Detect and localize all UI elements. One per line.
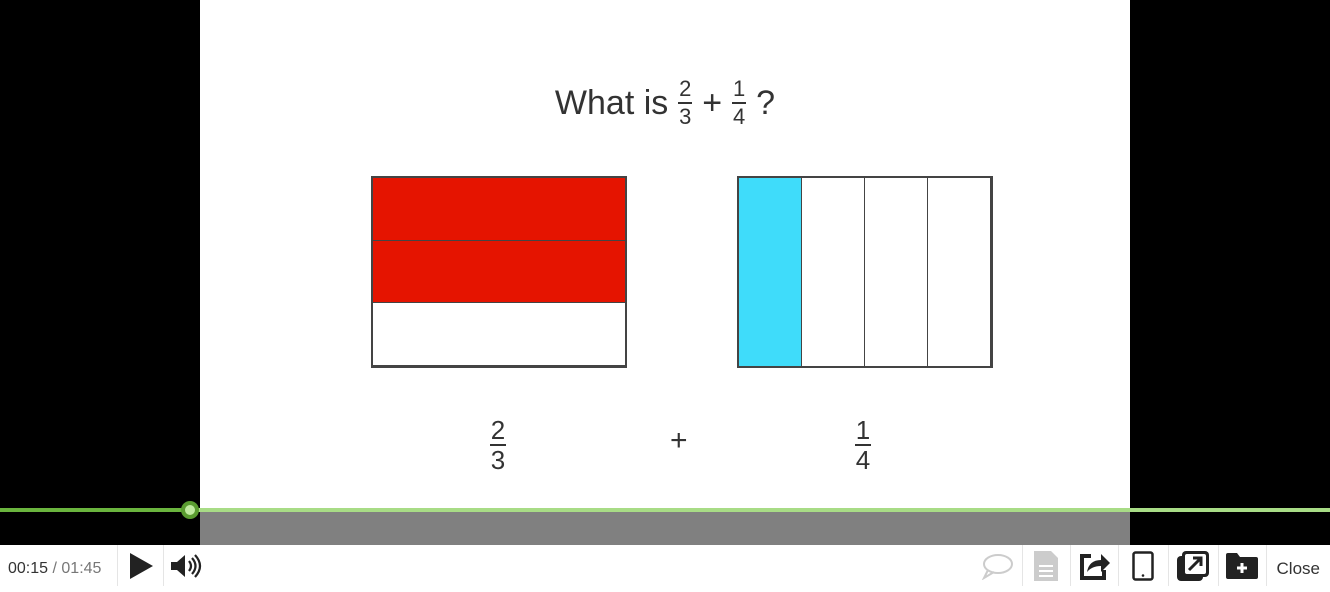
numerator: 2 [679, 76, 692, 101]
popout-icon [1177, 550, 1210, 581]
popout-button[interactable] [1169, 545, 1219, 586]
close-button[interactable]: Close [1276, 559, 1320, 578]
progress-scrubber[interactable] [181, 501, 200, 519]
question-mark: ? [756, 83, 776, 122]
model-part [738, 177, 802, 367]
numerator: 1 [855, 415, 871, 445]
player-controls: 00:15 / 01:45 Close [0, 545, 1330, 586]
model-part [801, 177, 865, 367]
volume-icon [171, 553, 202, 578]
duration: 01:45 [61, 560, 102, 577]
denominator: 3 [679, 104, 692, 129]
share-icon [1080, 553, 1111, 580]
progress-played [0, 508, 191, 512]
tablet-icon [1132, 550, 1154, 581]
model-part [372, 177, 626, 241]
denominator: 4 [733, 104, 746, 129]
numerator: 2 [490, 415, 506, 445]
time-separator: / [48, 560, 62, 577]
play-button[interactable] [118, 545, 164, 586]
video-bottom-band [200, 512, 1130, 545]
bottom-plus: + [670, 424, 688, 457]
denominator: 3 [490, 445, 506, 475]
fourths-model [737, 176, 993, 368]
comment-button[interactable] [973, 545, 1023, 586]
model-part [927, 177, 991, 367]
current-time: 00:15 [8, 560, 49, 577]
add-to-folder-icon [1226, 552, 1259, 579]
model-part [864, 177, 928, 367]
title-text: What is [554, 83, 669, 122]
numerator: 1 [733, 76, 746, 101]
comment-icon [981, 553, 1014, 580]
plus-sign: + [702, 83, 723, 122]
transcript-button[interactable] [1023, 545, 1071, 586]
add-to-folder-button[interactable] [1219, 545, 1267, 586]
volume-button[interactable] [164, 545, 208, 586]
model-part [372, 239, 626, 304]
share-button[interactable] [1071, 545, 1119, 586]
tablet-button[interactable] [1119, 545, 1169, 586]
thirds-model [371, 176, 627, 368]
model-part [372, 302, 626, 366]
transcript-icon [1034, 550, 1059, 581]
denominator: 4 [855, 445, 871, 475]
progress-track[interactable] [0, 508, 1330, 512]
play-icon [129, 552, 153, 579]
time-display: 00:15 / 01:45 [0, 545, 118, 586]
